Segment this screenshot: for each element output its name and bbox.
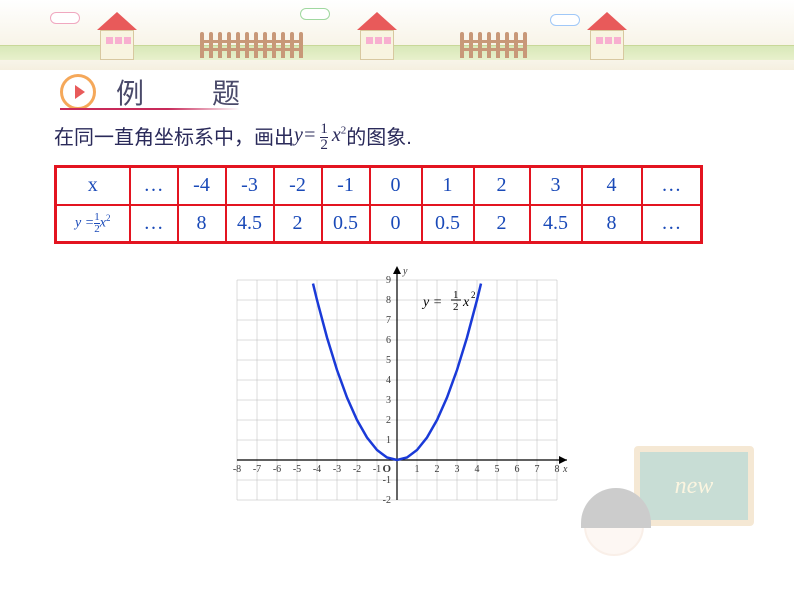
svg-text:2: 2 [453, 301, 459, 313]
banner-house [360, 30, 394, 60]
xy-value-table: x…-4-3-2-101234…y =12x2…84.520.500.524.5… [54, 165, 703, 244]
banner-house [100, 30, 134, 60]
svg-text:3: 3 [455, 464, 460, 475]
svg-text:1: 1 [386, 435, 391, 446]
section-title: 例 题 [116, 72, 260, 112]
svg-text:-3: -3 [333, 464, 341, 475]
table-y-value: 0.5 [322, 205, 370, 243]
problem-prefix: 在同一直角坐标系中，画出 [54, 121, 294, 150]
svg-text:6: 6 [515, 464, 520, 475]
header-underline [60, 108, 240, 110]
banner-cloud [300, 8, 330, 20]
banner-house [590, 30, 624, 60]
svg-text:6: 6 [386, 335, 391, 346]
svg-text:2: 2 [471, 290, 476, 300]
problem-x-squared: x2 [332, 124, 346, 147]
svg-text:-7: -7 [253, 464, 261, 475]
svg-text:2: 2 [386, 415, 391, 426]
table-x-value: -4 [178, 167, 226, 205]
table-x-value: -1 [322, 167, 370, 205]
svg-text:-2: -2 [353, 464, 361, 475]
table-y-value: 4.5 [226, 205, 274, 243]
banner-fence [460, 32, 527, 60]
play-badge-icon [60, 74, 96, 110]
svg-text:7: 7 [386, 315, 391, 326]
table-y-value: 4.5 [530, 205, 582, 243]
svg-text:9: 9 [386, 275, 391, 286]
table-y-value: 2 [274, 205, 322, 243]
svg-text:8: 8 [555, 464, 560, 475]
watermark-illustration: new [634, 446, 754, 526]
svg-text:y: y [402, 266, 408, 277]
svg-text:1: 1 [415, 464, 420, 475]
svg-text:7: 7 [535, 464, 540, 475]
banner-cloud [50, 12, 80, 24]
table-x-value: 0 [370, 167, 422, 205]
table-y-value: 0.5 [422, 205, 474, 243]
svg-text:2: 2 [435, 464, 440, 475]
svg-text:1: 1 [453, 289, 459, 301]
table-x-value: -3 [226, 167, 274, 205]
problem-suffix: 的图象. [346, 121, 412, 150]
svg-text:3: 3 [386, 395, 391, 406]
table-x-value: … [642, 167, 702, 205]
banner-cloud [550, 14, 580, 26]
watermark-text: new [675, 473, 714, 500]
table-x-value: 2 [474, 167, 530, 205]
svg-text:5: 5 [386, 355, 391, 366]
problem-statement: 在同一直角坐标系中，画出 y= 1 2 x2 的图象. [54, 120, 412, 151]
svg-text:-5: -5 [293, 464, 301, 475]
svg-text:x: x [462, 295, 470, 310]
table-x-value: … [130, 167, 178, 205]
table-y-formula: y =12x2 [56, 205, 130, 243]
table-y-value: … [130, 205, 178, 243]
chart-svg: -8-7-6-5-4-3-2-112345678-2-1123456789Oyx… [217, 260, 577, 524]
table-y-value: … [642, 205, 702, 243]
banner-fence [200, 32, 303, 60]
svg-text:-2: -2 [383, 495, 391, 506]
svg-text:8: 8 [386, 295, 391, 306]
svg-text:-4: -4 [313, 464, 321, 475]
table-y-value: 0 [370, 205, 422, 243]
table-x-value: 1 [422, 167, 474, 205]
svg-text:x: x [562, 464, 568, 475]
problem-y-eq: y= [294, 124, 316, 147]
svg-text:5: 5 [495, 464, 500, 475]
fraction-one-half: 1 2 [320, 122, 328, 153]
table-y-value: 8 [582, 205, 642, 243]
svg-text:4: 4 [475, 464, 480, 475]
table-x-label: x [56, 167, 130, 205]
parabola-chart: -8-7-6-5-4-3-2-112345678-2-1123456789Oyx… [217, 260, 577, 524]
table-y-value: 8 [178, 205, 226, 243]
watermark-board: new [634, 446, 754, 526]
svg-text:-1: -1 [373, 464, 381, 475]
svg-text:y =: y = [421, 295, 442, 310]
decorative-banner [0, 0, 794, 70]
table-x-value: 3 [530, 167, 582, 205]
table-x-value: -2 [274, 167, 322, 205]
svg-text:-1: -1 [383, 475, 391, 486]
svg-text:-8: -8 [233, 464, 241, 475]
svg-text:-6: -6 [273, 464, 281, 475]
table-y-value: 2 [474, 205, 530, 243]
watermark-head [584, 496, 644, 556]
section-header: 例 题 [60, 72, 260, 112]
svg-text:4: 4 [386, 375, 391, 386]
svg-text:O: O [382, 463, 391, 475]
table-x-value: 4 [582, 167, 642, 205]
